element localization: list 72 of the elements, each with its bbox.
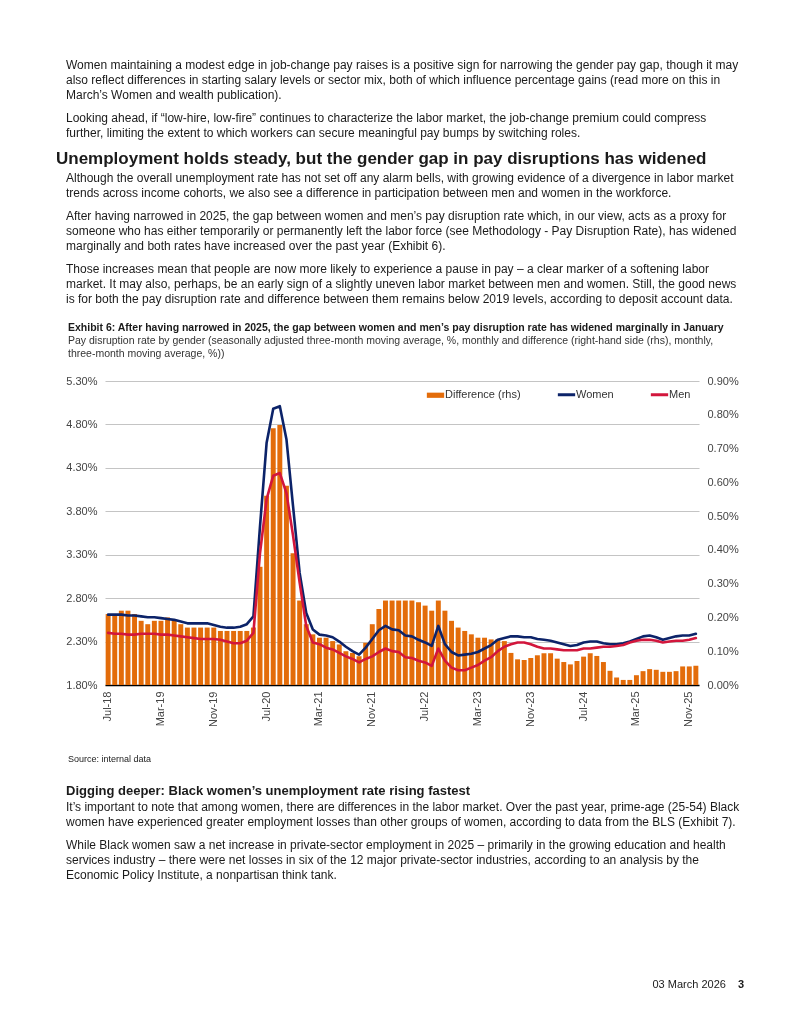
bar xyxy=(548,653,554,685)
y2-tick-label: 0.90% xyxy=(707,374,739,387)
source-note: Source: internal data xyxy=(68,753,153,766)
y-tick-label: 2.30% xyxy=(66,635,98,648)
text: Although the overall unemployment rate has not set off any alarm bells, with growing evidence of a divergence in labor market trends across income cohorts, we also see a difference in participation between men and women in the workforce. xyxy=(66,171,735,201)
x-tick-label: Mar-21 xyxy=(312,691,325,727)
y2-tick-label: 0.50% xyxy=(707,509,739,522)
chart-title: Exhibit 6: After having narrowed in 2025, the gap between women and men’s pay disruption rate has widened marginally in January xyxy=(68,321,725,334)
bar xyxy=(600,662,606,685)
legend-label: Difference (rhs) xyxy=(445,388,521,401)
bar xyxy=(231,630,237,685)
y2-tick-label: 0.30% xyxy=(707,577,739,590)
y2-tick-label: 0.70% xyxy=(707,442,739,455)
text: It’s important to note that among women, there are differences in the labor market. Over the past year, prime-age (25-54) Black women have experienced greater employment losses than other groups of women, according to data from the BLS (Exhibit 7). xyxy=(66,800,741,830)
text: 03 March 2026 xyxy=(652,978,726,990)
bar xyxy=(217,630,223,685)
text: While Black women saw a net increase in private-sector employment in 2025 – primarily in the growing education and health services industry – there were net losses in six of the 12 major private-sector industries, according to an analysis by the Economic Policy Institute, a nonpartisan think tank. xyxy=(66,838,727,883)
y-tick-label: 3.80% xyxy=(66,504,98,517)
bar xyxy=(350,652,355,685)
chart-subtitle: Pay disruption rate by gender (seasonally adjusted three-month moving average, %, monthly and difference (right-hand side (rhs), monthly, three-month moving average, %)) xyxy=(68,334,715,360)
bar xyxy=(132,614,138,685)
x-tick-label: Nov-23 xyxy=(523,691,536,727)
bar xyxy=(165,617,171,685)
x-tick-label: Nov-21 xyxy=(365,691,378,727)
bar xyxy=(198,627,204,685)
x-tick-label: Mar-25 xyxy=(629,691,642,727)
bar xyxy=(383,600,388,685)
bar xyxy=(614,677,620,685)
bar xyxy=(633,675,639,685)
bar xyxy=(581,656,587,685)
text: Women maintaining a modest edge in job-change pay raises is a positive sign for narrowing the gender pay gap, though it may also reflect differences in starting salary levels or sector mix, both of which influence percentage gains (read more on this in March’s Women and wealth publication). xyxy=(66,58,740,103)
x-tick-label: Jul-24 xyxy=(576,691,589,722)
y2-tick-label: 0.20% xyxy=(707,610,739,623)
y-tick-label: 4.30% xyxy=(66,461,98,474)
x-tick-label: Mar-19 xyxy=(153,691,166,727)
bar xyxy=(283,485,289,685)
y2-tick-label: 0.80% xyxy=(707,408,739,421)
text: Digging deeper: Black women’s unemployment rate rising fastest xyxy=(66,783,472,798)
x-tick-label: Jul-22 xyxy=(418,691,431,722)
text: After having narrowed in 2025, the gap between women and men’s pay disruption rate which, in our view, acts as a proxy for someone who has either temporarily or permanently left the labor force (see Methodology - Pay Disruption Rate), has widened marginally and both rates have increased over the past year (Exhibit 6). xyxy=(66,209,738,254)
bar xyxy=(250,627,256,685)
y-tick-label: 5.30% xyxy=(66,374,98,387)
y2-tick-label: 0.60% xyxy=(707,475,739,488)
x-tick-label: Mar-23 xyxy=(470,691,483,727)
bar xyxy=(449,620,454,685)
x-tick-label: Nov-25 xyxy=(682,691,695,727)
bar xyxy=(184,627,190,685)
line-series xyxy=(106,471,698,672)
text: Unemployment holds steady, but the gender gap in pay disruptions has widened xyxy=(56,149,708,169)
line-series xyxy=(106,404,698,657)
x-tick-label: Jul-18 xyxy=(101,691,114,722)
bar xyxy=(567,664,573,685)
x-tick-label: Nov-19 xyxy=(206,691,219,727)
y-tick-label: 3.30% xyxy=(66,548,98,561)
legend-label: Women xyxy=(576,387,614,400)
text: Looking ahead, if “low-hire, low-fire” continues to characterize the labor market, the job-change premium could compress further, limiting the extent to which workers can secure meaningful pay bumps by switching roles. xyxy=(66,111,708,141)
bar xyxy=(534,655,540,685)
x-tick-label: Jul-20 xyxy=(259,691,272,722)
y-tick-label: 1.80% xyxy=(66,678,98,691)
bar xyxy=(666,671,672,685)
bar xyxy=(316,637,322,685)
bar xyxy=(515,659,521,685)
bar xyxy=(416,602,421,685)
y-tick-label: 4.80% xyxy=(66,417,98,430)
y2-tick-label: 0.10% xyxy=(707,644,739,657)
y-tick-label: 2.80% xyxy=(66,591,98,604)
bar xyxy=(264,495,270,685)
text: 3 xyxy=(737,978,744,990)
legend-label: Men xyxy=(669,387,691,400)
y2-tick-label: 0.40% xyxy=(707,543,739,556)
y2-tick-label: 0.00% xyxy=(707,678,739,691)
text: Those increases mean that people are now more likely to experience a pause in pay – a clear marker of a softening labor market. It may also, perhaps, be an early sign of a slightly uneven labor market between men and women. Still, the good news is for both the pay disruption rate and difference between them remains below 2019 levels, according to deposit account data. xyxy=(66,262,738,307)
